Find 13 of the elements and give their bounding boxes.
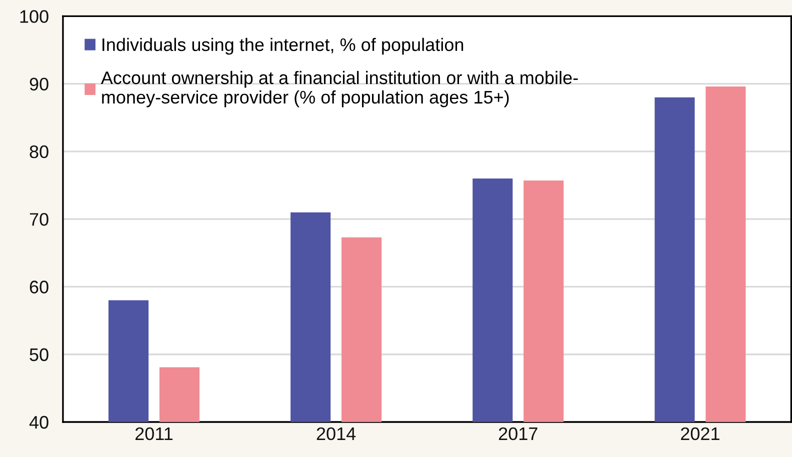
x-tick-label: 2021	[681, 427, 720, 440]
y-tick-label: 40	[29, 416, 48, 429]
legend-label: Account ownership at a financial institution or with a mobile- money-service provider (% of population ages 15+)	[100, 70, 578, 108]
x-tick-label: 2017	[498, 427, 538, 440]
legend-label: Individuals using the internet, % of population	[102, 38, 464, 55]
y-tick-label: 80	[30, 145, 48, 158]
x-tick-label: 2011	[135, 427, 173, 440]
y-tick-label: 70	[30, 213, 48, 226]
y-tick-label: 50	[30, 348, 48, 362]
y-tick-label: 60	[30, 280, 48, 294]
y-tick-label: 100	[20, 10, 48, 23]
y-tick-label: 90	[30, 78, 48, 91]
x-tick-label: 2014	[316, 427, 356, 440]
